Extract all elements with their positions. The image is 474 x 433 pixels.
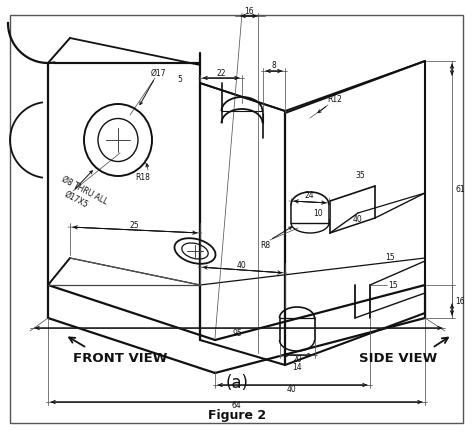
Text: 10: 10 [313, 209, 323, 217]
Text: 5: 5 [178, 75, 182, 84]
Text: FRONT VIEW: FRONT VIEW [73, 352, 167, 365]
Text: Ø17: Ø17 [150, 68, 166, 78]
Text: 95: 95 [232, 329, 242, 337]
Text: 40: 40 [287, 385, 297, 394]
Text: 8: 8 [272, 61, 276, 71]
Text: R12: R12 [328, 96, 342, 104]
Text: Figure 2: Figure 2 [208, 408, 266, 421]
Text: 20: 20 [292, 355, 302, 363]
Text: 24: 24 [304, 191, 314, 200]
Text: 61: 61 [455, 185, 465, 194]
Text: 14: 14 [292, 362, 302, 372]
Text: Ø17X5: Ø17X5 [63, 190, 90, 210]
Text: R8: R8 [260, 240, 270, 249]
Text: 64: 64 [231, 401, 241, 410]
Text: 15: 15 [388, 281, 398, 290]
Text: 16: 16 [244, 7, 254, 16]
Text: 25: 25 [129, 220, 139, 229]
Text: 16: 16 [455, 297, 465, 306]
Text: SIDE VIEW: SIDE VIEW [359, 352, 437, 365]
Text: 35: 35 [355, 171, 365, 180]
Text: 40: 40 [237, 262, 247, 271]
Text: 22: 22 [216, 68, 226, 78]
Text: 15: 15 [385, 253, 395, 262]
Text: R18: R18 [136, 174, 150, 182]
Text: Ø8 THRU ALL: Ø8 THRU ALL [60, 174, 109, 206]
Text: (a): (a) [226, 374, 248, 392]
Text: 40: 40 [353, 216, 363, 224]
